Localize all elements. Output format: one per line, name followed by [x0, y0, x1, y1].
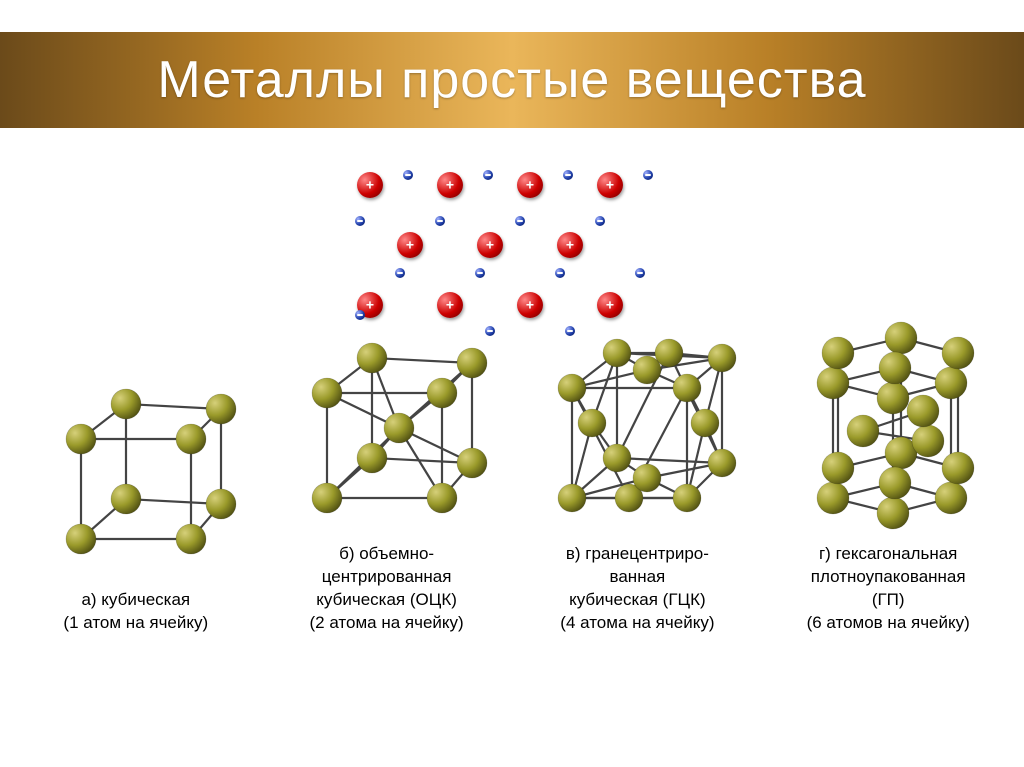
cation-sphere-icon: [597, 292, 623, 318]
anion-sphere-icon: [355, 216, 365, 226]
anion-sphere-icon: [475, 268, 485, 278]
lattice-hcp: г) гексагональная плотноупакованная (ГП)…: [773, 313, 1003, 635]
slide: Металлы простые вещества а) кубическая (…: [0, 0, 1024, 767]
cation-sphere-icon: [437, 172, 463, 198]
lattice-simple-cubic-caption: а) кубическая (1 атом на ячейку): [63, 589, 208, 635]
cation-sphere-icon: [597, 172, 623, 198]
lattice-row: а) кубическая (1 атом на ячейку) б) объем…: [0, 355, 1024, 635]
title-bar: Металлы простые вещества: [0, 32, 1024, 128]
anion-sphere-icon: [643, 170, 653, 180]
lattice-hcp-icon: [783, 313, 993, 533]
anion-sphere-icon: [403, 170, 413, 180]
anion-sphere-icon: [355, 310, 365, 320]
cation-sphere-icon: [357, 172, 383, 198]
cation-sphere-icon: [517, 172, 543, 198]
anion-sphere-icon: [555, 268, 565, 278]
anion-sphere-icon: [483, 170, 493, 180]
lattice-fcc: в) гранецентриро- ванная кубическая (ГЦК…: [522, 323, 752, 635]
lattice-hcp-caption: г) гексагональная плотноупакованная (ГП)…: [807, 543, 970, 635]
slide-title: Металлы простые вещества: [157, 50, 866, 110]
anion-sphere-icon: [435, 216, 445, 226]
lattice-bcc-icon: [292, 333, 482, 533]
lattice-bcc-caption: б) объемно- центрированная кубическая (О…: [309, 543, 463, 635]
cation-sphere-icon: [477, 232, 503, 258]
lattice-simple-cubic: а) кубическая (1 атом на ячейку): [21, 379, 251, 635]
cation-sphere-icon: [557, 232, 583, 258]
anion-sphere-icon: [395, 268, 405, 278]
anion-sphere-icon: [635, 268, 645, 278]
lattice-simple-cubic-icon: [41, 379, 231, 579]
cation-sphere-icon: [437, 292, 463, 318]
anion-sphere-icon: [563, 170, 573, 180]
lattice-fcc-icon: [537, 323, 737, 533]
cation-sphere-icon: [397, 232, 423, 258]
lattice-bcc: б) объемно- центрированная кубическая (О…: [272, 333, 502, 635]
anion-sphere-icon: [515, 216, 525, 226]
anion-sphere-icon: [595, 216, 605, 226]
ion-cluster-diagram: [340, 155, 690, 345]
cation-sphere-icon: [517, 292, 543, 318]
lattice-fcc-caption: в) гранецентриро- ванная кубическая (ГЦК…: [560, 543, 714, 635]
